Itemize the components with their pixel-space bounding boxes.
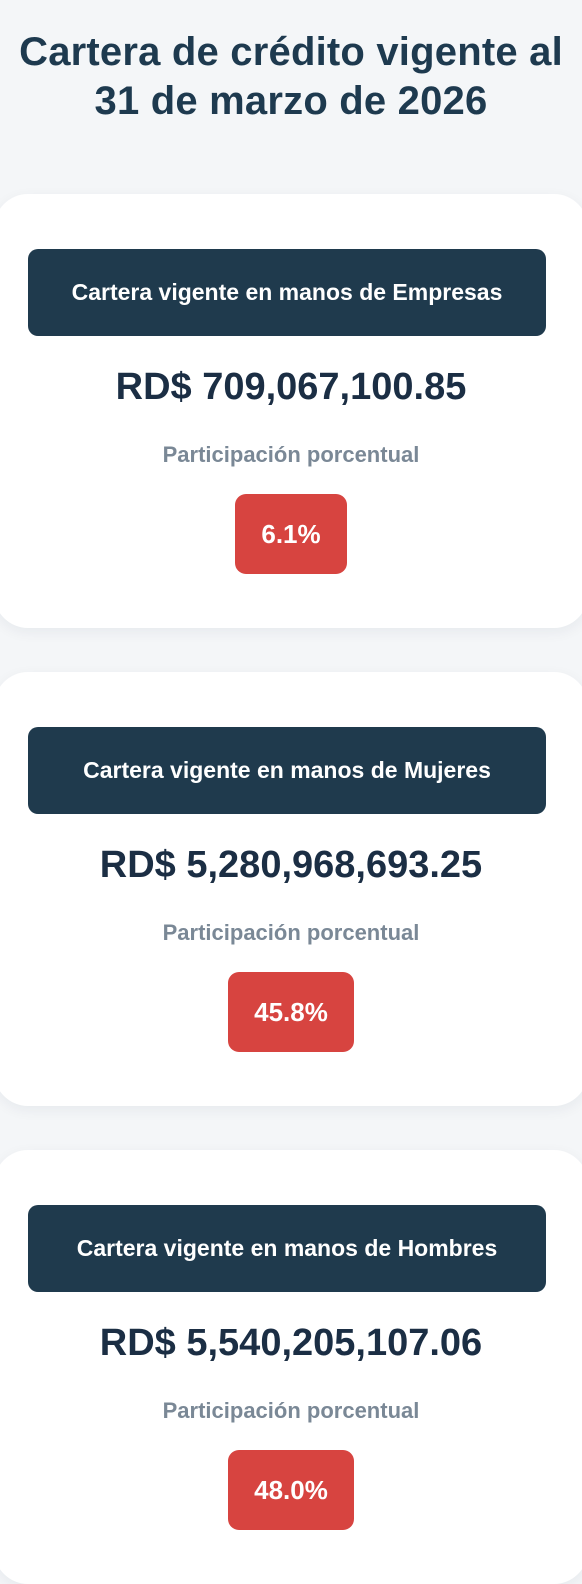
card-header-hombres: Cartera vigente en manos de Hombres [28, 1205, 546, 1292]
share-badge-hombres: 48.0% [228, 1450, 354, 1530]
share-label-hombres: Participación porcentual [162, 1398, 420, 1423]
card-header-mujeres: Cartera vigente en manos de Mujeres [28, 727, 546, 814]
amount-mujeres: RD$ 5,280,968,693.25 [99, 844, 483, 886]
amount-empresas: RD$ 709,067,100.85 [115, 366, 467, 408]
card-header-empresas: Cartera vigente en manos de Empresas [28, 249, 546, 336]
card-hombres: Cartera vigente en manos de Hombres RD$ … [0, 1150, 582, 1584]
share-label-empresas: Participación porcentual [162, 442, 420, 467]
share-label-mujeres: Participación porcentual [162, 920, 420, 945]
amount-hombres: RD$ 5,540,205,107.06 [99, 1322, 483, 1364]
share-badge-mujeres: 45.8% [228, 972, 354, 1052]
card-mujeres: Cartera vigente en manos de Mujeres RD$ … [0, 672, 582, 1106]
page-title: Cartera de crédito vigente al 31 de marz… [19, 30, 563, 123]
share-badge-empresas: 6.1% [235, 494, 347, 574]
card-empresas: Cartera vigente en manos de Empresas RD$… [0, 194, 582, 628]
